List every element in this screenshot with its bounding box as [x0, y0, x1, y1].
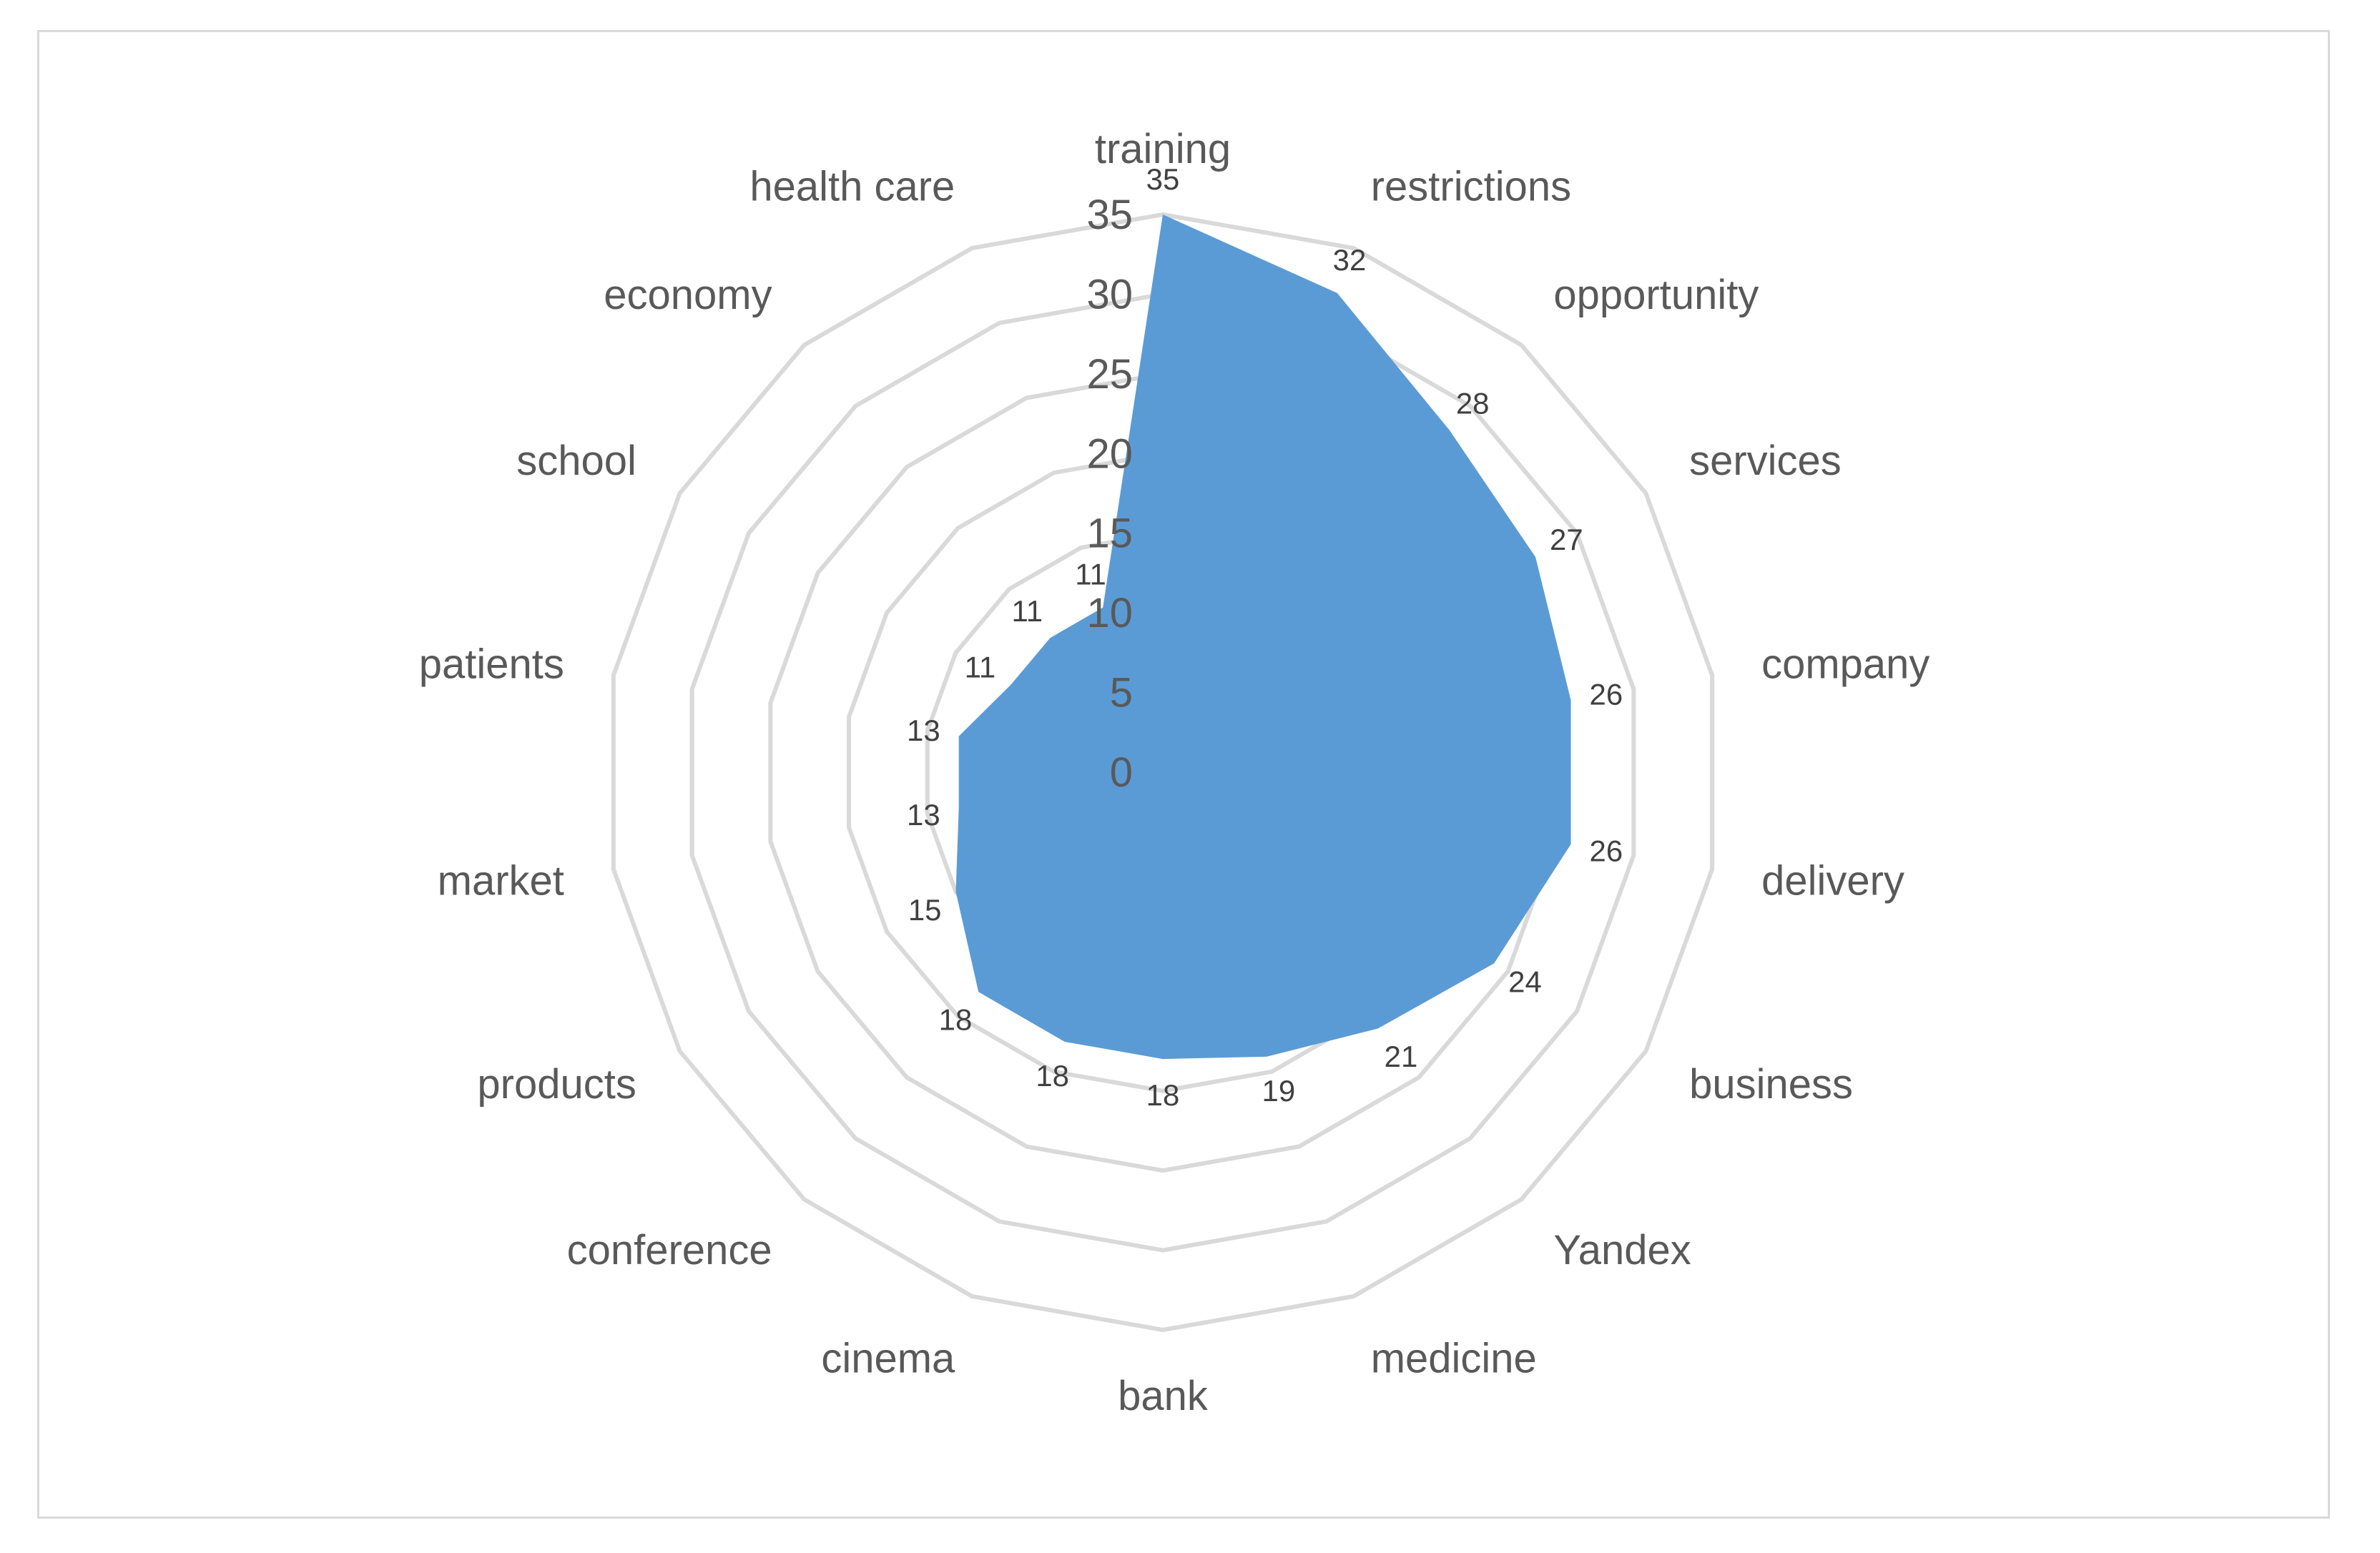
data-label: 35: [1146, 162, 1180, 196]
category-labels: training restrictions opportunity services c…: [419, 126, 1930, 1419]
chart-frame: 0 5 10 15 20 25 30 35 training restrictions oppor…: [37, 30, 2330, 1519]
axis-tick-label: 30: [1086, 271, 1133, 317]
category-label: delivery: [1761, 857, 1904, 904]
grid-ring: [689, 292, 1636, 1253]
data-label: 18: [939, 1003, 973, 1037]
data-label: 13: [907, 714, 940, 747]
data-label: 32: [1333, 243, 1367, 277]
axis-tick-label: 35: [1086, 192, 1133, 238]
data-label: 19: [1262, 1074, 1296, 1108]
category-label: school: [516, 438, 636, 484]
data-label: 24: [1508, 965, 1542, 998]
radar-chart: 0 5 10 15 20 25 30 35 training restrictions oppor…: [419, 126, 1930, 1419]
data-labels: 35 32 28 27 26 26 24 21 19 18 18 18 15 13 13 11 11 11: [907, 162, 1623, 1112]
axis-tick-label: 25: [1086, 351, 1133, 398]
data-label: 15: [908, 893, 942, 927]
data-label: 26: [1590, 834, 1623, 867]
data-label: 28: [1456, 387, 1490, 420]
series-area: [955, 215, 1571, 1060]
data-label: 21: [1385, 1040, 1418, 1073]
data-label: 26: [1590, 678, 1623, 711]
axis-tick-label: 5: [1110, 670, 1133, 716]
category-label: company: [1761, 641, 1929, 688]
radar-series-area: [955, 215, 1571, 1060]
category-label: bank: [1118, 1373, 1209, 1419]
data-label: 11: [1075, 558, 1106, 591]
category-label: restrictions: [1371, 164, 1571, 210]
category-label: services: [1689, 438, 1841, 484]
data-label: 11: [1011, 594, 1043, 628]
axis-tick-label: 0: [1110, 749, 1133, 796]
axis-tick-label: 15: [1086, 511, 1133, 557]
axis-tick-label: 20: [1086, 430, 1133, 477]
radial-axis-ticks: 0 5 10 15 20 25 30 35: [1086, 192, 1133, 796]
category-label: Yandex: [1553, 1227, 1691, 1273]
category-label: economy: [604, 272, 772, 318]
category-label: conference: [567, 1227, 772, 1273]
data-label: 27: [1550, 523, 1583, 556]
category-label: health care: [749, 164, 955, 210]
category-label: patients: [419, 641, 564, 688]
category-label: training: [1095, 126, 1231, 172]
category-label: medicine: [1371, 1335, 1537, 1381]
category-label: opportunity: [1553, 272, 1759, 318]
category-label: business: [1689, 1061, 1853, 1108]
axis-tick-label: 10: [1086, 590, 1133, 636]
data-label: 11: [965, 650, 996, 684]
category-label: products: [477, 1061, 636, 1108]
data-label: 13: [907, 798, 940, 832]
grid-ring: [611, 212, 1715, 1333]
category-label: market: [438, 857, 564, 904]
category-label: cinema: [821, 1335, 955, 1381]
data-label: 18: [1146, 1078, 1180, 1112]
data-label: 18: [1036, 1059, 1069, 1093]
